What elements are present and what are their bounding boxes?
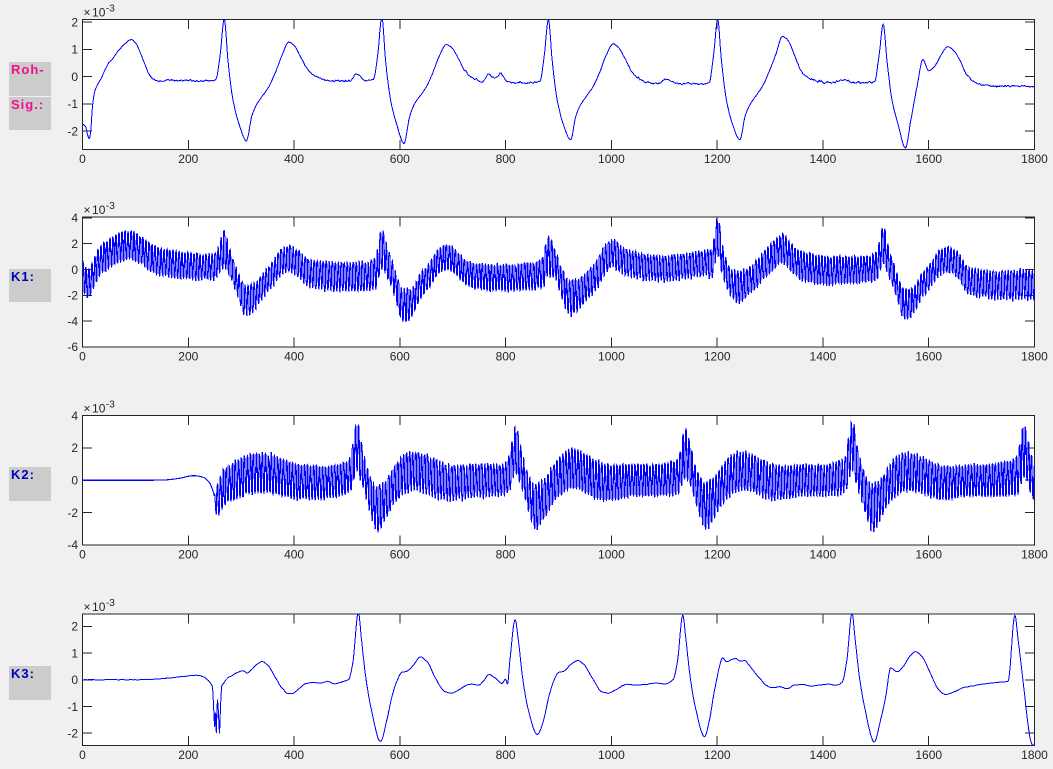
svg-text:1000: 1000 xyxy=(598,548,625,562)
svg-text:0: 0 xyxy=(71,474,78,488)
svg-text:1200: 1200 xyxy=(704,350,731,364)
svg-text:2: 2 xyxy=(71,620,78,634)
svg-text:600: 600 xyxy=(390,548,410,562)
svg-text:0: 0 xyxy=(79,548,86,562)
svg-text:-4: -4 xyxy=(67,314,78,328)
svg-text:1400: 1400 xyxy=(810,548,837,562)
svg-text:600: 600 xyxy=(390,748,410,762)
svg-text:1800: 1800 xyxy=(1021,152,1048,166)
svg-text:0: 0 xyxy=(79,152,86,166)
svg-text:4: 4 xyxy=(71,409,78,423)
svg-text:4: 4 xyxy=(71,211,78,225)
svg-text:1000: 1000 xyxy=(598,350,625,364)
svg-text:-4: -4 xyxy=(67,538,78,552)
svg-text:1600: 1600 xyxy=(915,748,942,762)
svg-text:1600: 1600 xyxy=(915,152,942,166)
svg-text:400: 400 xyxy=(284,152,304,166)
svg-text:1: 1 xyxy=(71,646,78,660)
svg-text:400: 400 xyxy=(284,350,304,364)
svg-text:1200: 1200 xyxy=(704,748,731,762)
svg-text:200: 200 xyxy=(178,350,198,364)
svg-text:0: 0 xyxy=(71,263,78,277)
svg-text:200: 200 xyxy=(178,152,198,166)
svg-text:1000: 1000 xyxy=(598,152,625,166)
svg-text:1600: 1600 xyxy=(915,350,942,364)
svg-text:-1: -1 xyxy=(67,700,78,714)
svg-text:800: 800 xyxy=(496,350,516,364)
svg-text:-2: -2 xyxy=(67,506,78,520)
svg-text:-2: -2 xyxy=(67,727,78,741)
svg-text:1800: 1800 xyxy=(1021,548,1048,562)
svg-text:-1: -1 xyxy=(67,97,78,111)
svg-text:0: 0 xyxy=(79,748,86,762)
svg-text:1400: 1400 xyxy=(810,748,837,762)
svg-text:400: 400 xyxy=(284,748,304,762)
svg-text:1800: 1800 xyxy=(1021,748,1048,762)
svg-text:800: 800 xyxy=(496,152,516,166)
svg-text:0: 0 xyxy=(71,673,78,687)
svg-text:1600: 1600 xyxy=(915,548,942,562)
svg-text:1200: 1200 xyxy=(704,548,731,562)
svg-text:-2: -2 xyxy=(67,124,78,138)
svg-text:2: 2 xyxy=(71,441,78,455)
svg-text:600: 600 xyxy=(390,152,410,166)
svg-text:-6: -6 xyxy=(67,340,78,354)
svg-text:1400: 1400 xyxy=(810,350,837,364)
svg-text:2: 2 xyxy=(71,237,78,251)
svg-text:200: 200 xyxy=(178,548,198,562)
svg-text:0: 0 xyxy=(79,350,86,364)
svg-text:1400: 1400 xyxy=(810,152,837,166)
svg-text:0: 0 xyxy=(71,70,78,84)
svg-text:1800: 1800 xyxy=(1021,350,1048,364)
svg-text:1: 1 xyxy=(71,43,78,57)
svg-text:800: 800 xyxy=(496,748,516,762)
svg-text:200: 200 xyxy=(178,748,198,762)
svg-text:600: 600 xyxy=(390,350,410,364)
svg-text:1000: 1000 xyxy=(598,748,625,762)
svg-text:400: 400 xyxy=(284,548,304,562)
svg-text:1200: 1200 xyxy=(704,152,731,166)
svg-text:2: 2 xyxy=(71,16,78,30)
svg-text:-2: -2 xyxy=(67,289,78,303)
svg-text:800: 800 xyxy=(496,548,516,562)
